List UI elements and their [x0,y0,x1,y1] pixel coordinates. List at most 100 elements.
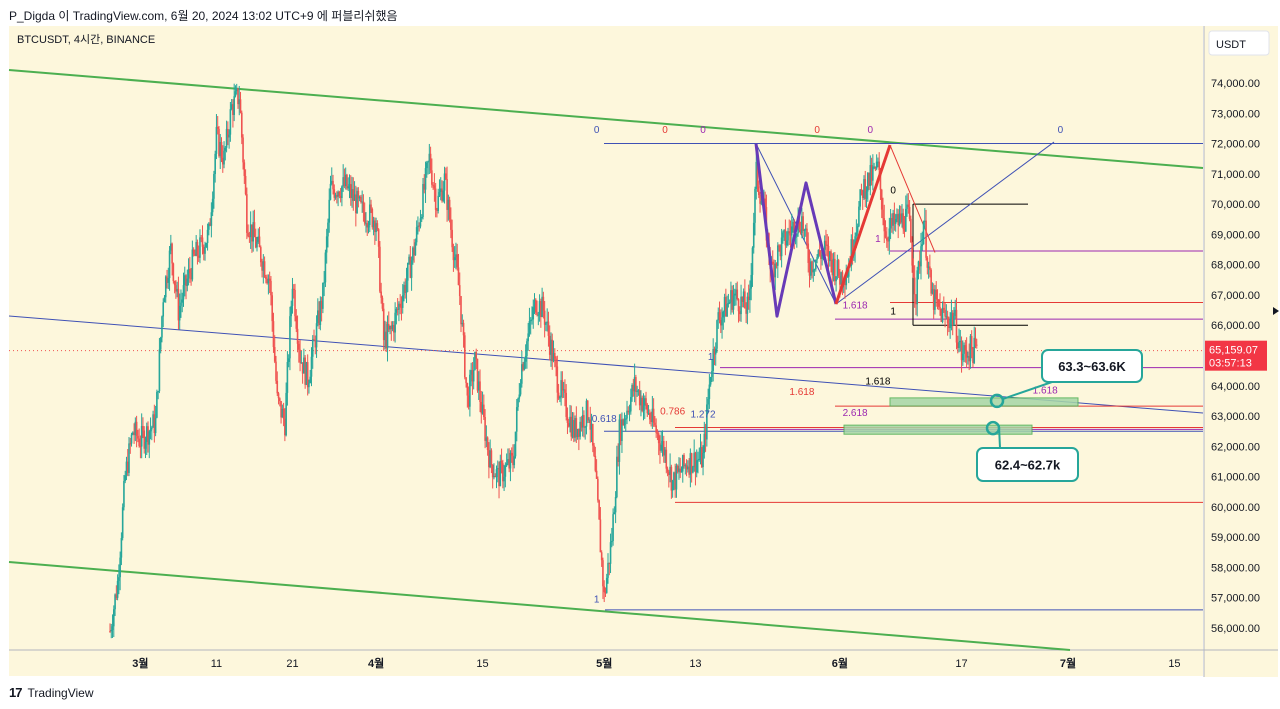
candle-body [474,352,476,371]
candle-body [116,580,119,598]
candle-body [695,460,698,473]
fib-level-label: 1 [594,594,600,605]
currency-label: USDT [1216,39,1246,51]
candle-body [758,186,760,196]
candle-body [599,519,602,553]
chart-area[interactable]: BTCUSDT, 4시간, BINANCE USDT 74,000.00 73,000… [0,26,1280,677]
candle-body [697,459,699,461]
candle-body [147,426,149,445]
y-tick-label: 58,000.00 [1211,562,1260,574]
candle-body [635,377,637,392]
target-zone-upper [889,397,1079,407]
candle-body [782,232,784,238]
candle-body [183,275,186,286]
candle-body [363,212,366,224]
candle-body [714,348,717,355]
candle-body [237,88,239,105]
candle-body [777,245,779,266]
candle-body [491,464,494,478]
candle-body [182,285,185,300]
candle-body [764,198,766,208]
candle-body [799,229,802,233]
candle-body [428,153,431,162]
candle-body [422,183,424,218]
candle-body [688,466,690,475]
candle-body [737,299,740,312]
candle-body [550,339,552,355]
scroll-right-arrow-icon[interactable] [1273,307,1279,315]
candle-body [580,421,583,428]
candle-body [834,258,836,282]
candle-body [956,342,959,348]
candle-body [874,166,877,169]
y-tick-label: 61,000.00 [1211,472,1260,484]
candle-body [242,137,244,163]
callout-text: 63.3~63.6K [1058,359,1126,374]
candle-body [337,191,339,197]
candle-body [802,216,804,231]
candle-body [859,189,861,207]
publisher-info: P_Digda 이 TradingView.com, 6월 20, 2024 1… [9,9,398,23]
candle-body [746,296,749,314]
candle-body [114,594,116,610]
candle-body [647,412,650,414]
candle-body [309,376,312,384]
y-tick-label: 56,000.00 [1211,623,1260,635]
candle-body [403,285,405,296]
y-tick-label: 60,000.00 [1211,502,1260,514]
candle-body [252,222,254,242]
candle-body [621,419,623,441]
candle-body [636,391,638,393]
candle-body [229,109,232,135]
candle-body [225,128,228,148]
candle-body [583,415,585,428]
candle-body [304,357,306,385]
candle-body [891,218,893,226]
candle-body [220,141,223,158]
candle-body [943,307,945,310]
candle-body [543,310,546,325]
candle-body [294,289,296,317]
candle-body [133,432,135,436]
candle-body [898,213,901,226]
candle-body [689,453,692,475]
candle-body [441,188,443,201]
candle-body [698,458,701,460]
candle-body [528,321,531,334]
candles [109,83,978,639]
candle-body [329,183,332,200]
candle-body [477,381,480,391]
candle-body [412,247,414,261]
candle-body [744,291,746,309]
candle-body [158,349,161,392]
candle-body [657,433,660,444]
candle-body [234,91,237,97]
candle-body [576,428,579,438]
currency-button[interactable] [1208,30,1270,56]
btc-chart[interactable]: BTCUSDT, 4시간, BINANCE USDT 74,000.00 73,000… [0,26,1280,677]
candle-body [868,172,870,186]
candle-body [875,161,878,169]
candle-body [593,445,595,456]
tradingview-logo[interactable]: 17 TradingView [9,685,94,700]
candle-body [210,212,213,226]
y-tick-label: 70,000.00 [1211,199,1260,211]
candle-body [287,358,290,362]
candle-body [835,276,837,282]
candle-body [902,213,905,230]
candle-body [600,552,603,561]
candle-body [527,333,529,342]
candle-body [272,321,275,348]
candle-body [896,214,898,219]
candle-body [590,423,593,430]
candle-body [738,311,741,315]
candle-body [670,466,673,491]
candle-body [637,390,640,392]
candle-body [434,188,437,210]
candle-body [899,213,902,223]
candle-body [559,397,561,399]
candle-body [903,229,906,232]
tradingview-logo-text: TradingView [27,685,94,700]
candle-body [954,309,957,316]
candle-body [801,216,803,233]
